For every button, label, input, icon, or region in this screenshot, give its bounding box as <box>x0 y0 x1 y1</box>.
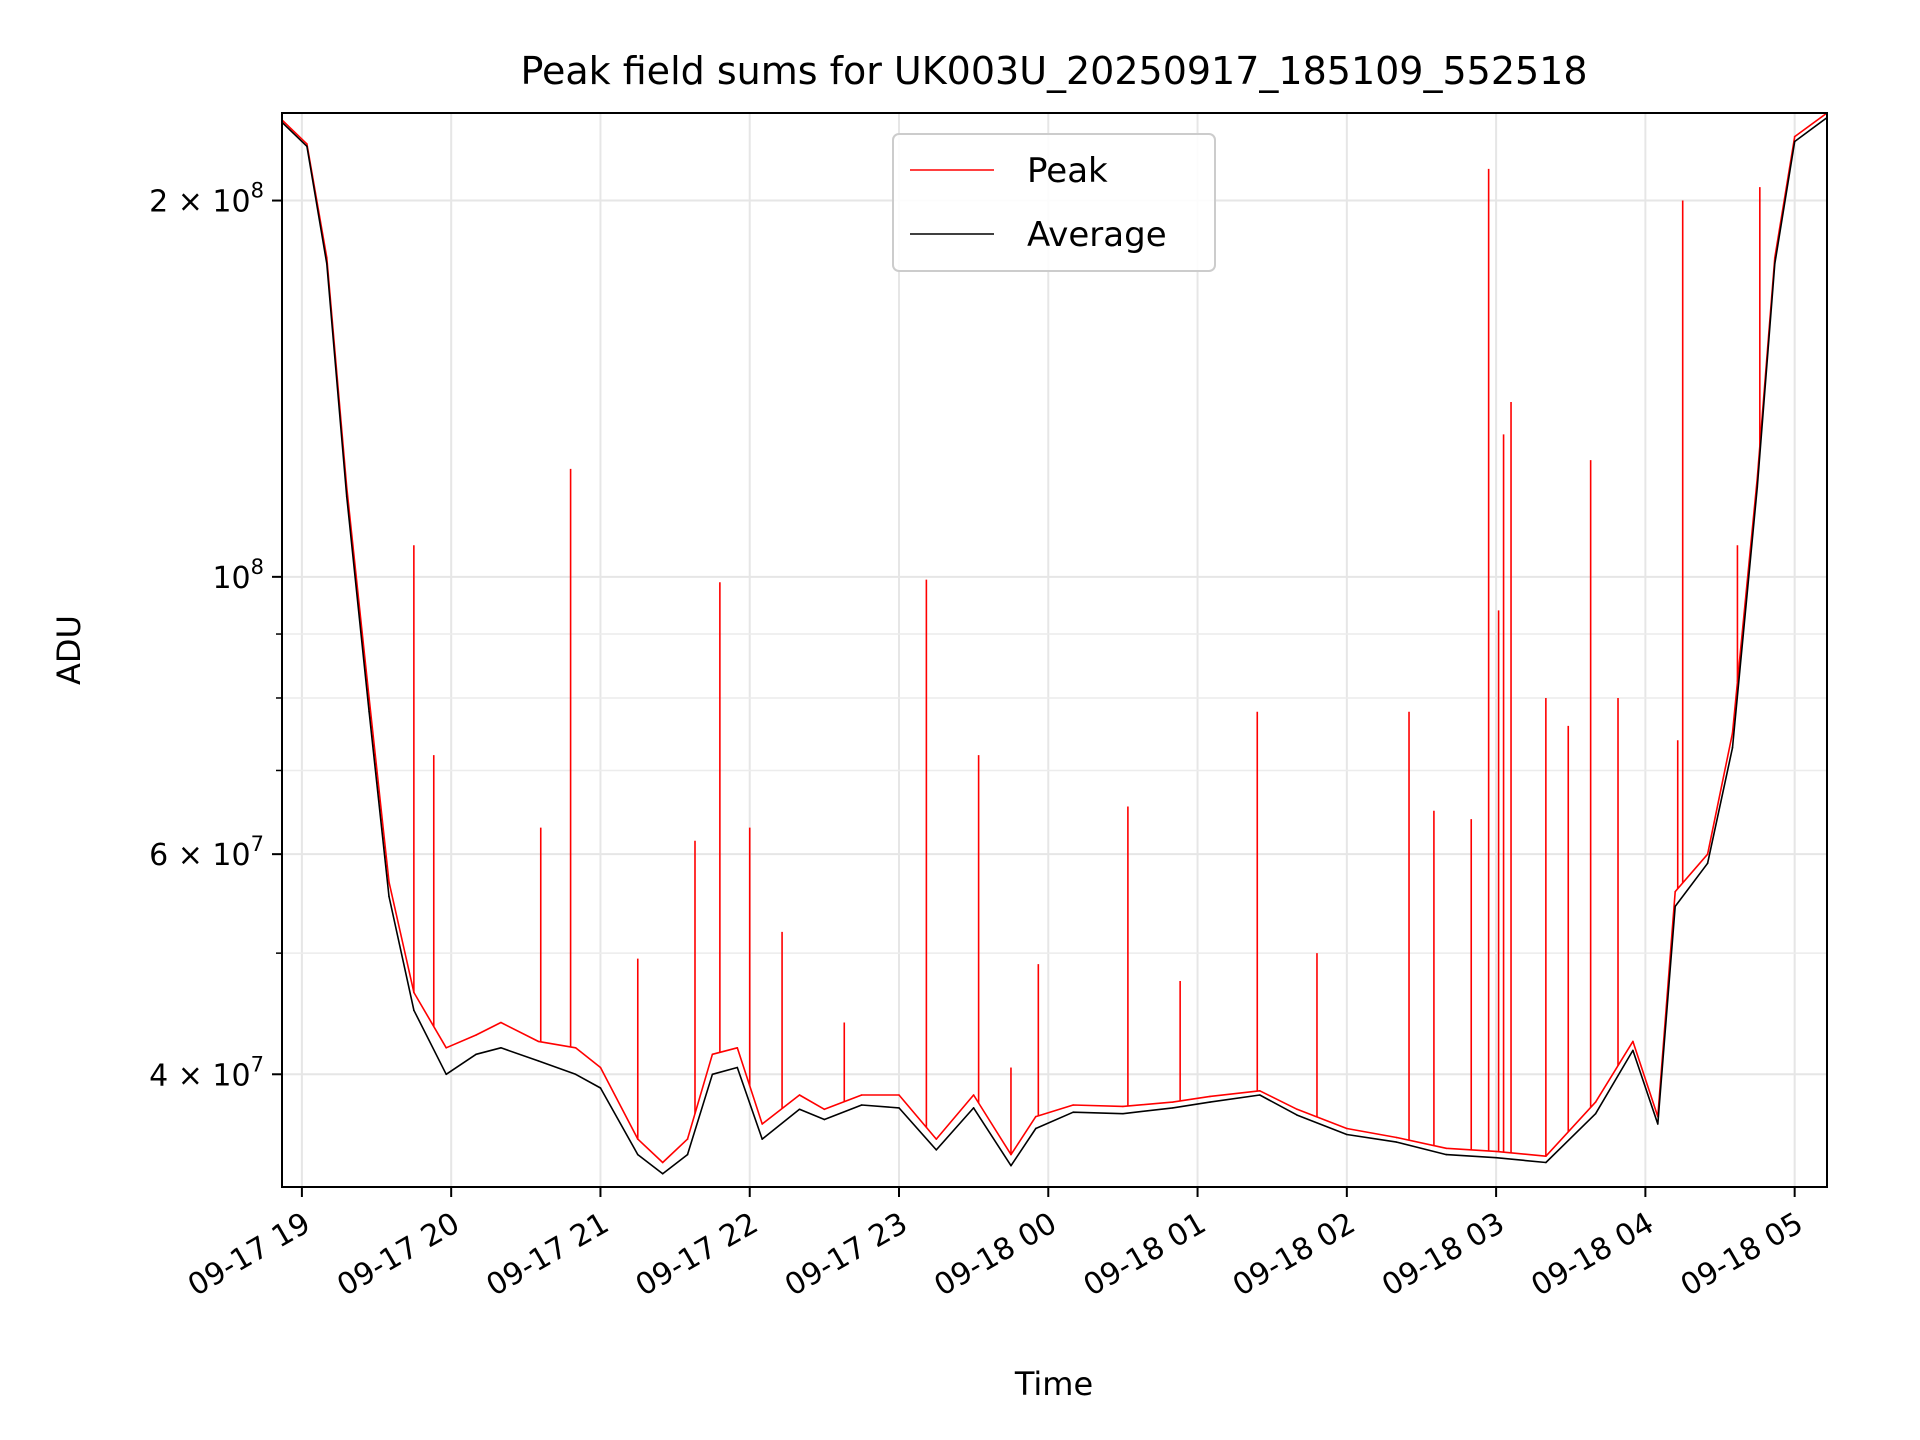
data-point-average <box>1072 1111 1074 1114</box>
data-point-peak <box>860 1094 863 1096</box>
data-point-average <box>711 1073 714 1076</box>
data-point-peak <box>1793 135 1796 138</box>
data-point-average <box>1445 1153 1448 1156</box>
series-line-peak <box>282 113 1827 1164</box>
data-point-average <box>636 1153 639 1156</box>
data-point-average <box>368 710 370 713</box>
data-point-average <box>599 1087 602 1089</box>
y-tick-label: 6 × 107 <box>149 832 264 873</box>
data-point-peak <box>574 1046 577 1049</box>
plot-frame <box>281 112 1828 1188</box>
data-point-peak <box>1296 1108 1298 1111</box>
data-point-peak <box>1674 890 1677 893</box>
data-point-average <box>1346 1133 1348 1136</box>
data-point-average <box>500 1046 502 1049</box>
data-point-peak <box>368 697 370 699</box>
data-point-average <box>1793 140 1796 143</box>
data-point-average <box>898 1107 900 1109</box>
data-point-average <box>345 495 348 498</box>
data-point-average <box>686 1153 689 1156</box>
series-layer <box>282 113 1827 1175</box>
data-point-average <box>1258 1094 1261 1096</box>
data-point-peak <box>761 1123 763 1125</box>
data-point-peak <box>686 1138 689 1140</box>
data-point-average <box>325 263 328 265</box>
data-point-peak <box>1594 1101 1597 1103</box>
data-point-average <box>1122 1112 1124 1115</box>
data-point-peak <box>898 1094 900 1096</box>
data-point-average <box>1296 1114 1298 1116</box>
data-point-average <box>860 1104 863 1106</box>
data-point-peak <box>1035 1115 1037 1118</box>
data-point-peak <box>388 881 390 883</box>
data-point-average <box>1773 263 1776 265</box>
data-point-peak <box>1706 853 1709 855</box>
data-point-average <box>1010 1164 1012 1167</box>
legend-label-peak: Peak <box>1027 151 1108 191</box>
series-line-average <box>282 116 1827 1175</box>
data-point-peak <box>736 1046 739 1049</box>
data-point-peak <box>1171 1101 1174 1103</box>
data-point-peak <box>1495 1150 1497 1153</box>
data-point-peak <box>1632 1040 1634 1043</box>
data-point-average <box>761 1138 763 1140</box>
chart-title: Peak field sums for UK003U_20250917_1851… <box>520 49 1587 93</box>
y-tick-label: 4 × 107 <box>149 1052 264 1093</box>
data-point-peak <box>1346 1127 1348 1130</box>
data-point-peak <box>445 1046 448 1049</box>
data-point-average <box>413 1009 415 1012</box>
data-point-average <box>1657 1123 1659 1125</box>
data-point-peak <box>1072 1104 1074 1106</box>
data-point-average <box>445 1073 448 1076</box>
data-point-average <box>935 1149 938 1151</box>
data-point-average <box>1395 1141 1398 1143</box>
y-axis-label: ADU <box>50 615 88 685</box>
data-point-peak <box>1122 1105 1124 1108</box>
data-point-average <box>1171 1107 1174 1109</box>
data-point-peak <box>306 143 308 145</box>
data-point-peak <box>823 1108 826 1111</box>
data-point-peak <box>537 1040 540 1043</box>
data-point-average <box>306 145 308 148</box>
data-point-peak <box>475 1034 477 1036</box>
data-point-peak <box>599 1066 602 1069</box>
data-point-peak <box>972 1094 975 1096</box>
data-point-average <box>1545 1161 1547 1164</box>
data-point-peak <box>1258 1090 1261 1092</box>
data-point-average <box>475 1053 477 1056</box>
data-point-peak <box>500 1021 502 1024</box>
data-point-average <box>1495 1156 1497 1159</box>
y-tick-label: 2 × 108 <box>149 179 264 220</box>
legend: Peak Average <box>892 133 1216 272</box>
data-point-average <box>574 1073 577 1076</box>
data-point-peak <box>661 1161 664 1164</box>
legend-box <box>892 133 1216 272</box>
data-point-average <box>388 895 390 898</box>
data-point-average <box>1035 1127 1037 1130</box>
data-point-average <box>1756 486 1759 488</box>
data-point-peak <box>1445 1147 1448 1150</box>
data-point-peak <box>1209 1095 1211 1098</box>
data-point-average <box>661 1172 664 1175</box>
data-point-average <box>1706 862 1709 865</box>
data-point-peak <box>1731 732 1734 734</box>
data-point-average <box>537 1060 540 1062</box>
data-point-average <box>972 1107 975 1109</box>
data-point-peak <box>1395 1136 1398 1139</box>
legend-label-average: Average <box>1027 215 1167 255</box>
x-axis-label: Time <box>1014 1365 1093 1403</box>
data-point-average <box>1632 1049 1634 1052</box>
data-point-peak <box>935 1138 938 1140</box>
data-point-average <box>823 1118 826 1121</box>
data-point-average <box>1674 905 1677 908</box>
data-point-average <box>736 1066 739 1069</box>
data-point-average <box>1731 746 1734 749</box>
data-point-peak <box>711 1053 714 1056</box>
data-point-average <box>798 1108 801 1111</box>
data-point-peak <box>798 1094 801 1096</box>
data-point-average <box>1209 1101 1211 1103</box>
data-point-average <box>1594 1112 1597 1115</box>
